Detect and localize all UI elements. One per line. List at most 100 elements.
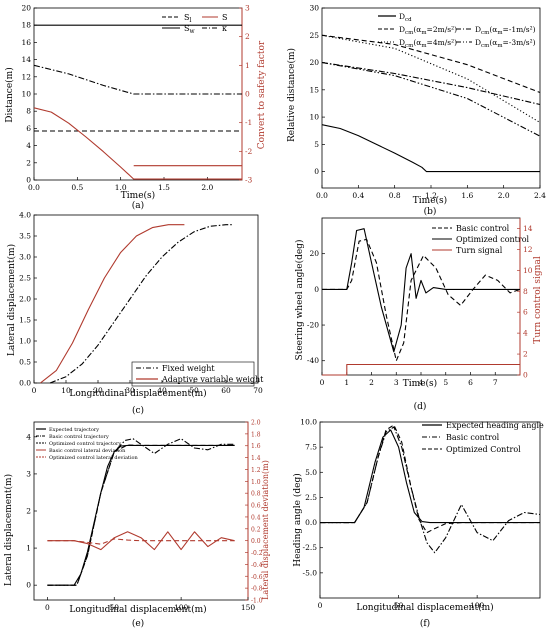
panel-a-legend: Sl S Sw κ bbox=[162, 13, 227, 35]
panel-d-series-turn-signal bbox=[322, 363, 520, 376]
panel-f-plot-frame bbox=[319, 421, 541, 599]
panel-b-ylabel: Relative distance(m) bbox=[286, 48, 297, 142]
panel-e-y-tick-label: 2 bbox=[26, 507, 31, 516]
panel-b-plot-frame bbox=[321, 7, 541, 189]
panel-d-y2-tick-label: 14 bbox=[523, 224, 533, 233]
panel-d-series-basic-control bbox=[322, 238, 521, 362]
panel-c-series-adaptive-variable-weight bbox=[40, 224, 185, 384]
legend-label-fixed: Fixed weight bbox=[162, 364, 215, 373]
panel-b-x-tick-label: 2.0 bbox=[498, 191, 510, 200]
panel-f-series-expected-heading-angle bbox=[320, 429, 540, 524]
legend-label-kappa: κ bbox=[222, 24, 227, 33]
panel-e-y2label: Lateral displacement deviation(m) bbox=[261, 460, 270, 600]
panel-b: Time(s) (b) Relative distance(m) Dcd Dcm… bbox=[286, 4, 546, 218]
panel-c-y-tick-label: 0.5 bbox=[19, 358, 31, 367]
panel-b-y-tick-label: 30 bbox=[309, 4, 319, 13]
panel-e-series-optimized-control-lateral-deviation bbox=[47, 538, 235, 545]
panel-e-y2-tick-label: 1.4 bbox=[251, 455, 261, 462]
panel-d-y2-tick-label: 4 bbox=[523, 329, 528, 338]
panel-e-x-tick-label: 0 bbox=[45, 603, 50, 612]
panel-c-legend: Fixed weight Adaptive variable weight bbox=[131, 361, 264, 387]
panel-c: Longitudinal displacement(m) (c) Lateral… bbox=[6, 211, 264, 417]
panel-f-x-tick-label: 0 bbox=[318, 601, 323, 610]
panel-e-series-basic-control-lateral-deviation bbox=[47, 531, 235, 551]
panel-a-y2-tick-label: 0 bbox=[245, 90, 250, 99]
panel-d-x-tick-label: 5 bbox=[443, 378, 448, 387]
panel-d-series-optimized-control bbox=[322, 228, 520, 353]
panel-f-series-optimized-control bbox=[320, 424, 540, 534]
panel-d-y2-tick-label: 2 bbox=[523, 350, 528, 359]
panel-a-y-tick-label: 6 bbox=[26, 124, 31, 133]
panel-a-y-tick-label: 14 bbox=[21, 55, 31, 64]
panel-a-y-tick-label: 2 bbox=[26, 158, 31, 167]
panel-c-x-tick-label: 60 bbox=[221, 386, 231, 395]
panel-e-y2-tick-label: 0.4 bbox=[251, 514, 261, 521]
panel-e-y2-tick-label: -0.6 bbox=[251, 574, 263, 581]
panel-f-y-tick-label: -5.0 bbox=[303, 568, 318, 577]
panel-d-xlabel: Time(s) bbox=[403, 378, 437, 389]
legend-label-opt-traj: Optimized control trajectory bbox=[49, 441, 121, 447]
panel-b-x-tick-label: 0.8 bbox=[389, 191, 401, 200]
panel-b-legend: Dcd Dcm(αm=2m/s²) Dcm(αm=4m/s²) Dcm(αm=-… bbox=[378, 12, 536, 49]
panel-b-y-tick-label: 15 bbox=[309, 85, 319, 94]
panel-a-ylabel: Distance(m) bbox=[4, 67, 15, 122]
panel-e: Longitudinal displacement(m) (e) Lateral… bbox=[3, 420, 270, 630]
panel-d-x-tick-label: 3 bbox=[394, 378, 399, 387]
legend-label-basic-traj: Basic control trajectory bbox=[49, 434, 109, 440]
panel-d-y-tick-label: -20 bbox=[307, 321, 319, 330]
panel-d-y2-tick-label: 6 bbox=[523, 308, 528, 317]
panel-c-y-tick-label: 2.0 bbox=[19, 295, 31, 304]
panel-d-y2-tick-label: 0 bbox=[523, 371, 528, 380]
panel-c-x-tick-label: 30 bbox=[125, 386, 135, 395]
panel-a-y-tick-label: 12 bbox=[21, 72, 31, 81]
panel-a-x-tick-label: 1.5 bbox=[158, 183, 170, 192]
panel-a-y2-tick-label: 2 bbox=[245, 32, 250, 41]
panel-c-x-tick-label: 10 bbox=[61, 386, 71, 395]
panel-d-x-tick-label: 0 bbox=[320, 378, 325, 387]
panel-f-xlabel: Longitudinal displacement(m) bbox=[356, 602, 493, 613]
panel-b-x-tick-label: 0.4 bbox=[352, 191, 364, 200]
panel-e-x-tick-label: 50 bbox=[109, 603, 119, 612]
panel-d-y-tick-label: 0 bbox=[314, 285, 319, 294]
panel-b-x-tick-label: 0.0 bbox=[316, 191, 328, 200]
legend-label-dcm4: Dcm(αm=4m/s²) bbox=[399, 38, 457, 49]
panel-c-y-tick-label: 0.0 bbox=[19, 379, 31, 388]
panel-d-y2-tick-label: 12 bbox=[523, 245, 533, 254]
panel-c-y-tick-label: 1.5 bbox=[19, 316, 31, 325]
panel-b-label: (b) bbox=[424, 206, 437, 217]
panel-d-x-tick-label: 7 bbox=[493, 378, 498, 387]
legend-label-basic-heading: Basic control bbox=[446, 433, 500, 442]
panel-a-series-- bbox=[33, 64, 242, 95]
legend-label-expected-heading: Expected heading angle bbox=[446, 421, 544, 430]
panel-b-y-tick-label: 25 bbox=[309, 31, 319, 40]
legend-label-adaptive: Adaptive variable weight bbox=[161, 375, 264, 384]
panel-e-y2-tick-label: 0.8 bbox=[251, 491, 261, 498]
panel-a-y-tick-label: 0 bbox=[26, 176, 31, 185]
panel-a-x-tick-label: 2.0 bbox=[201, 183, 213, 192]
panel-d-legend: Basic control Optimized control Turn sig… bbox=[432, 224, 530, 255]
panel-d-x-tick-label: 6 bbox=[468, 378, 473, 387]
panel-f-legend: Expected heading angle Basic control Opt… bbox=[422, 421, 544, 454]
panel-e-y2-tick-label: -0.8 bbox=[251, 586, 263, 593]
panel-f-y-tick-label: 10.0 bbox=[300, 418, 317, 427]
legend-label-basic: Basic control bbox=[456, 224, 510, 233]
panel-c-y-tick-label: 3.5 bbox=[19, 232, 31, 241]
panel-a-y2-tick-label: -2 bbox=[245, 147, 253, 156]
panel-b-x-tick-label: 2.4 bbox=[534, 191, 546, 200]
panel-f: Longitudinal displacement(m) (f) Heading… bbox=[292, 418, 544, 630]
panel-b-series-d-cd bbox=[321, 124, 540, 173]
panel-d-y2label: Turn control signal bbox=[533, 256, 543, 344]
panel-f-ylabel: Heading angle (deg) bbox=[292, 473, 303, 566]
legend-label-turn: Turn signal bbox=[456, 246, 503, 255]
legend-label-dcm-1: Dcm(αm=-1m/s²) bbox=[475, 25, 536, 36]
panel-c-label: (c) bbox=[132, 405, 144, 416]
panel-b-x-tick-label: 1.6 bbox=[461, 191, 473, 200]
panel-a-y-tick-label: 16 bbox=[21, 38, 31, 47]
legend-label-basic-dev: Basic control lateral deviation bbox=[49, 448, 126, 454]
legend-box bbox=[131, 361, 255, 387]
legend-label-dcm-3: Dcm(αm=-3m/s²) bbox=[475, 38, 536, 49]
panel-e-y2-tick-label: -0.2 bbox=[251, 550, 263, 557]
panel-d-x-tick-label: 1 bbox=[344, 378, 349, 387]
panel-e-y2-tick-label: -0.4 bbox=[251, 562, 263, 569]
